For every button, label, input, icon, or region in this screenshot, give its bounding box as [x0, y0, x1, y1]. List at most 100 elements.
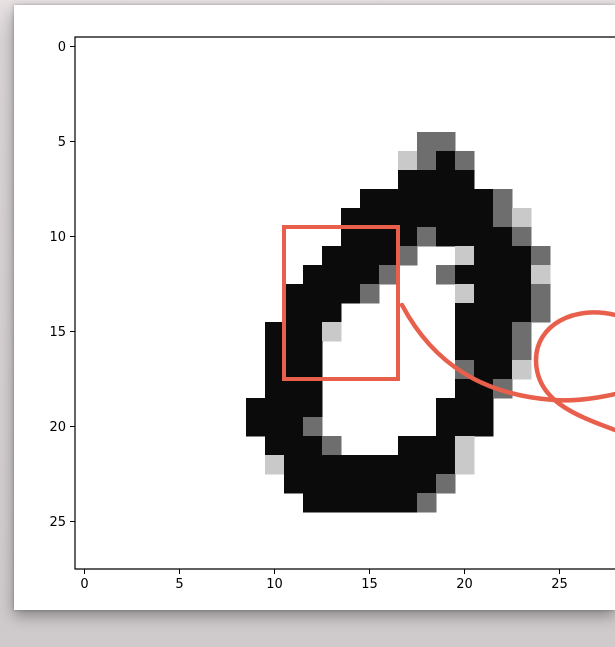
pixel-cell	[436, 455, 456, 475]
pixel-cell	[436, 132, 456, 152]
pixel-cell	[265, 379, 285, 399]
pixel-cell	[436, 227, 456, 247]
pixel-cell	[284, 284, 304, 304]
pixel-cell	[398, 436, 418, 456]
pixel-cell	[303, 398, 323, 418]
pixel-cell	[398, 246, 418, 266]
pixel-cell	[265, 455, 285, 475]
pixel-cell	[512, 265, 532, 285]
pixel-grid	[246, 132, 551, 513]
pixel-cell	[474, 246, 494, 266]
pixel-cell	[436, 398, 456, 418]
pixel-cell	[341, 493, 361, 513]
pixel-cell	[360, 455, 380, 475]
pixel-cell	[360, 493, 380, 513]
pixel-cell	[474, 227, 494, 247]
pixel-cell	[341, 227, 361, 247]
pixel-cell	[360, 227, 380, 247]
pixel-cell	[436, 265, 456, 285]
callout-loop	[533, 310, 615, 433]
y-tick-label: 10	[49, 230, 66, 245]
pixel-cell	[398, 455, 418, 475]
pixel-cell	[512, 341, 532, 361]
pixel-cell	[322, 265, 342, 285]
pixel-cell	[455, 303, 475, 323]
pixel-cell	[474, 360, 494, 380]
pixel-cell	[474, 208, 494, 228]
pixel-cell	[246, 398, 266, 418]
pixel-cell	[284, 341, 304, 361]
x-tick-label: 25	[551, 577, 568, 592]
pixel-cell	[474, 189, 494, 209]
pixel-cell	[246, 417, 266, 437]
pixel-cell	[341, 455, 361, 475]
pixel-cell	[493, 360, 513, 380]
pixel-cell	[493, 189, 513, 209]
pixel-cell	[455, 436, 475, 456]
pixel-cell	[284, 360, 304, 380]
pixel-cell	[474, 417, 494, 437]
pixel-cell	[417, 455, 437, 475]
pixel-cell	[474, 341, 494, 361]
y-tick-label: 5	[58, 135, 66, 150]
pixel-cell	[303, 284, 323, 304]
pixel-cell	[303, 322, 323, 342]
pixel-cell	[436, 189, 456, 209]
x-tick-label: 20	[456, 577, 473, 592]
pixel-cell	[265, 322, 285, 342]
y-axis: 0 5 10 15 20 25	[49, 40, 75, 530]
pixel-cell	[493, 246, 513, 266]
pixel-cell	[417, 493, 437, 513]
callout-arrow	[399, 302, 615, 403]
pixel-cell	[303, 436, 323, 456]
pixel-cell	[455, 227, 475, 247]
pixel-cell	[341, 474, 361, 494]
pixel-cell	[360, 246, 380, 266]
pixel-cell	[493, 284, 513, 304]
pixel-cell	[322, 284, 342, 304]
pixel-cell	[284, 303, 304, 323]
pixel-cell	[531, 284, 551, 304]
pixel-cell	[417, 208, 437, 228]
pixel-cell	[417, 151, 437, 171]
pixel-cell	[436, 208, 456, 228]
pixel-cell	[474, 265, 494, 285]
pixel-cell	[322, 436, 342, 456]
pixel-cell	[284, 417, 304, 437]
pixel-cell	[398, 151, 418, 171]
pixel-cell	[436, 417, 456, 437]
pixel-cell	[455, 379, 475, 399]
highlight-box	[282, 225, 400, 381]
pixel-cell	[512, 360, 532, 380]
pixel-cell	[512, 322, 532, 342]
pixel-cell	[284, 455, 304, 475]
pixel-cell	[455, 455, 475, 475]
pixel-cell	[493, 303, 513, 323]
pixel-cell	[303, 379, 323, 399]
pixel-cell	[341, 284, 361, 304]
pixel-cell	[417, 170, 437, 190]
pixel-cell	[436, 151, 456, 171]
pixel-cell	[493, 227, 513, 247]
pixel-cell	[531, 246, 551, 266]
pixel-cell	[379, 265, 399, 285]
pixel-cell	[398, 208, 418, 228]
pixel-cell	[398, 189, 418, 209]
pixel-cell	[379, 474, 399, 494]
pixel-cell	[512, 303, 532, 323]
pixel-cell	[360, 189, 380, 209]
pixel-cell	[436, 436, 456, 456]
pixel-cell	[474, 284, 494, 304]
pixel-cell	[303, 360, 323, 380]
pixel-cell	[398, 170, 418, 190]
pixel-cell	[398, 474, 418, 494]
x-tick-label: 10	[266, 577, 283, 592]
digit-heatmap-chart: 0 5 10 15 20 25 0 5 10 15 20 25	[49, 36, 615, 592]
pixel-cell	[360, 208, 380, 228]
y-tick-label: 15	[49, 325, 66, 340]
pixel-cell	[379, 227, 399, 247]
pixel-cell	[455, 246, 475, 266]
pixel-cell	[322, 493, 342, 513]
pixel-cell	[474, 398, 494, 418]
pixel-cell	[360, 265, 380, 285]
